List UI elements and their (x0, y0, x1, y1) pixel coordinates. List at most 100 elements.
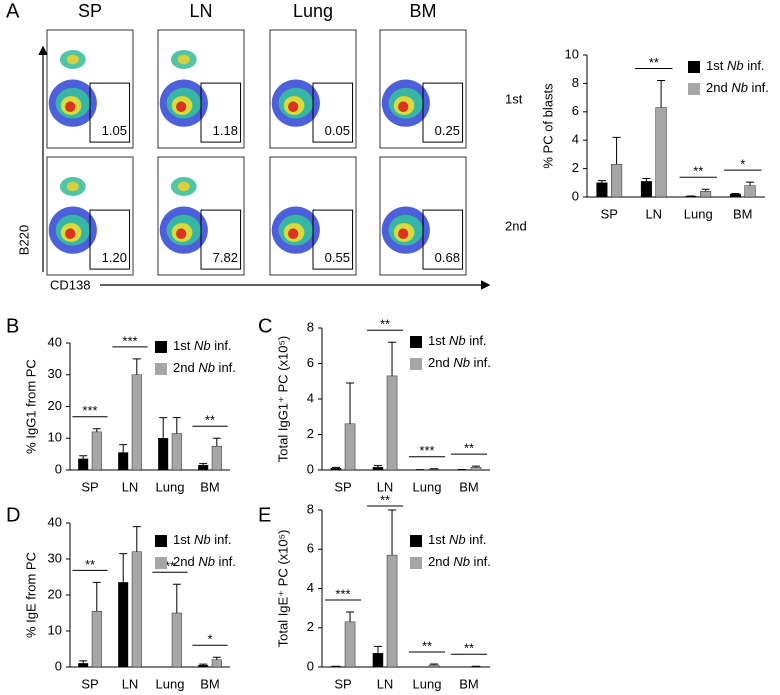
error-bar (331, 466, 340, 469)
error-bar (159, 417, 168, 439)
legend-label: 1st Nb inf. (428, 333, 487, 348)
bar (211, 659, 222, 668)
error-bar (388, 509, 397, 556)
x-tick-label: BM (459, 676, 479, 691)
significance-label: ** (380, 317, 390, 332)
flow-y-label: B220 (16, 225, 31, 255)
error-bar (172, 417, 181, 434)
density-blob (176, 228, 187, 240)
column-header: BM (410, 1, 437, 21)
error-bar (132, 358, 141, 375)
panel-letter: E (258, 504, 271, 526)
density-blob (65, 101, 76, 113)
density-blob (398, 101, 409, 113)
error-bar (199, 463, 208, 466)
gate-value: 0.25 (435, 123, 460, 138)
error-bar (472, 465, 481, 468)
bar (344, 621, 356, 668)
legend-label: 2nd Nb inf. (428, 554, 491, 569)
gate (200, 209, 242, 270)
x-tick-label: BM (733, 206, 753, 221)
flow-density (159, 177, 208, 254)
legend-swatch (410, 535, 422, 547)
y-tick-label: 2 (307, 426, 314, 441)
x-tick-label: BM (459, 479, 479, 494)
y-tick-label: 30 (48, 550, 62, 565)
bar (171, 612, 182, 668)
error-bar (642, 178, 651, 182)
y-tick-label: 8 (307, 319, 314, 334)
x-tick-label: SP (334, 479, 351, 494)
error-bar (373, 645, 382, 654)
flow-density (381, 79, 430, 127)
significance-label: ** (693, 164, 703, 179)
bar (78, 458, 89, 471)
error-bar (612, 136, 621, 165)
bar (118, 582, 129, 668)
y-tick-label: 6 (307, 541, 314, 556)
legend-label: 2nd Nb inf. (173, 360, 236, 375)
significance-label: ** (165, 559, 175, 574)
bar (596, 182, 608, 198)
density-blob (66, 54, 79, 65)
error-bar (746, 181, 755, 186)
x-tick-label: SP (81, 676, 98, 691)
y-tick-label: 8 (307, 501, 314, 516)
significance-label: ** (85, 557, 95, 572)
bar (372, 467, 384, 471)
bar (744, 185, 756, 198)
error-bar (79, 660, 88, 664)
legend-swatch (155, 535, 167, 547)
error-bar (172, 583, 181, 613)
gate-value: 1.05 (102, 123, 127, 138)
x-tick-label: Lung (413, 479, 442, 494)
bar (211, 445, 222, 471)
x-tick-label: LN (122, 676, 139, 691)
legend-label: 1st Nb inf. (428, 532, 487, 547)
legend-swatch (155, 557, 167, 569)
x-tick-label: SP (601, 206, 618, 221)
flow-density (48, 177, 97, 254)
density-blob (288, 228, 299, 240)
bar (428, 664, 440, 668)
bar (131, 374, 142, 471)
y-tick-label: 0 (307, 461, 314, 476)
gate (89, 209, 131, 270)
error-bar (132, 526, 141, 552)
gate (422, 82, 464, 143)
x-tick-label: Lung (156, 676, 185, 691)
y-tick-label: 40 (48, 514, 62, 529)
row-label: 1st (505, 91, 523, 106)
bar (729, 193, 741, 198)
x-tick-label: SP (334, 676, 351, 691)
bar (78, 663, 89, 668)
legend-label: 2nd Nb inf. (428, 355, 491, 370)
error-bar (212, 656, 221, 660)
legend-swatch (410, 358, 422, 370)
bar (470, 467, 482, 471)
x-tick-label: BM (200, 479, 220, 494)
y-tick-label: 2 (572, 160, 579, 175)
significance-label: ** (649, 55, 659, 70)
gate-value: 1.18 (213, 123, 238, 138)
density-blob (66, 181, 79, 192)
gate-value: 0.68 (435, 250, 460, 265)
bar (386, 554, 398, 668)
gate-value: 0.05 (325, 123, 350, 138)
x-tick-label: LN (377, 479, 394, 494)
gate-value: 1.20 (102, 250, 127, 265)
y-tick-label: 0 (307, 658, 314, 673)
y-axis-label: Total IgE⁺ PC (x10⁵) (275, 530, 290, 648)
bar (655, 107, 667, 198)
error-bar (199, 663, 208, 666)
x-tick-label: BM (200, 676, 220, 691)
density-blob (65, 228, 76, 240)
density-blob (177, 54, 190, 65)
y-axis-label: % IgE from PC (23, 552, 38, 638)
legend-label: 1st Nb inf. (173, 338, 232, 353)
legend-label: 1st Nb inf. (173, 532, 232, 547)
y-tick-label: 0 (55, 461, 62, 476)
legend-swatch (410, 336, 422, 348)
y-tick-label: 20 (48, 586, 62, 601)
y-tick-label: 4 (572, 132, 579, 147)
